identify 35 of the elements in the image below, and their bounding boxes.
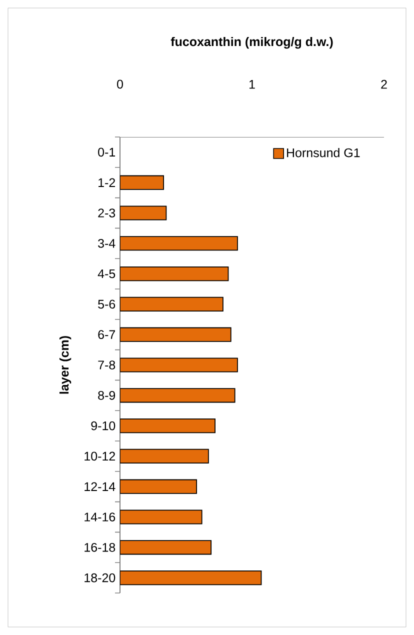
- bar: [120, 358, 238, 372]
- y-tick-label: 2-3: [98, 208, 116, 218]
- bar: [120, 479, 198, 494]
- bar: [120, 388, 236, 403]
- bar: [120, 327, 232, 342]
- bar: [120, 206, 167, 220]
- y-tick-label: 7-8: [98, 360, 116, 370]
- y-tick-label: 3-4: [98, 238, 116, 248]
- x-tick-label: 1: [249, 80, 255, 89]
- x-tick-label: 2: [381, 80, 387, 89]
- y-tick-label: 14-16: [84, 512, 116, 522]
- y-tick-label: 6-7: [98, 330, 116, 340]
- x-tick-label: 0: [117, 80, 123, 89]
- bar: [120, 266, 229, 282]
- bar: [120, 448, 209, 464]
- bar: [120, 236, 238, 251]
- bar: [120, 296, 224, 312]
- y-axis-title: layer (cm): [59, 336, 72, 394]
- bar: [120, 570, 262, 586]
- bar: [120, 418, 216, 434]
- y-tick-label: 16-18: [84, 542, 116, 552]
- y-tick-label: 5-6: [98, 300, 116, 309]
- bar: [120, 175, 164, 190]
- y-tick-label: 8-9: [98, 390, 116, 400]
- y-tick-label: 18-20: [84, 573, 116, 582]
- bar: [120, 510, 202, 524]
- y-tick-label: 4-5: [98, 269, 116, 278]
- y-tick-label: 1-2: [98, 178, 116, 187]
- y-tick-label: 12-14: [84, 482, 116, 491]
- bar: [120, 540, 212, 555]
- y-tick-label: 9-10: [91, 421, 116, 430]
- chart-title: fucoxanthin (mikrog/g d.w.): [170, 36, 333, 49]
- legend-label: Hornsund G1: [287, 148, 360, 158]
- y-tick-label: 0-1: [98, 148, 116, 157]
- y-tick-label: 10-12: [84, 452, 116, 461]
